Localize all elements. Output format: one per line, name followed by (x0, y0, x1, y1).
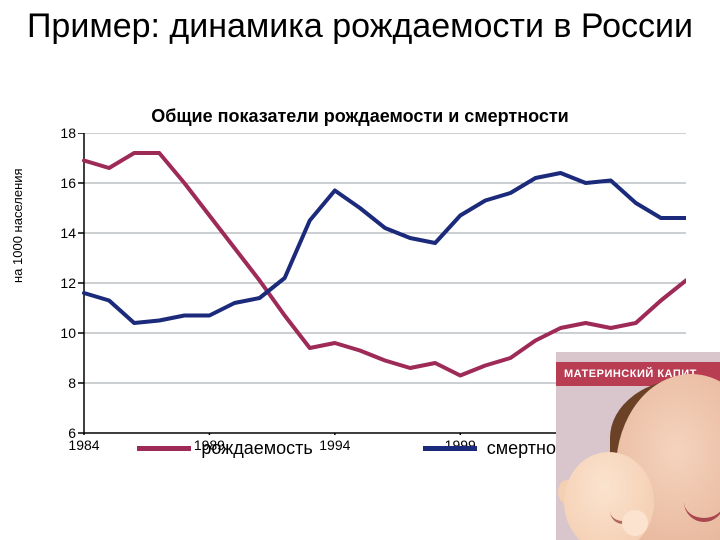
slide-title: Пример: динамика рождаемости в России (0, 6, 720, 47)
y-tick-label: 8 (40, 375, 76, 391)
slide: Пример: динамика рождаемости в России Об… (0, 0, 720, 540)
legend-swatch-birth (137, 446, 191, 451)
illustration-baby-hand (622, 510, 648, 536)
y-tick-label: 18 (40, 125, 76, 141)
promo-image: МАТЕРИНСКИЙ КАПИТ (556, 352, 720, 540)
legend-swatch-death (423, 446, 477, 451)
legend-item-birth: рождаемость (137, 438, 312, 459)
illustration-mother-smile (684, 502, 720, 522)
y-tick-label: 12 (40, 275, 76, 291)
legend-label-birth: рождаемость (201, 438, 312, 459)
y-tick-label: 16 (40, 175, 76, 191)
y-axis-label: на 1000 населения (10, 168, 25, 283)
chart-title: Общие показатели рождаемости и смертност… (34, 106, 686, 127)
y-tick-label: 14 (40, 225, 76, 241)
y-tick-label: 10 (40, 325, 76, 341)
